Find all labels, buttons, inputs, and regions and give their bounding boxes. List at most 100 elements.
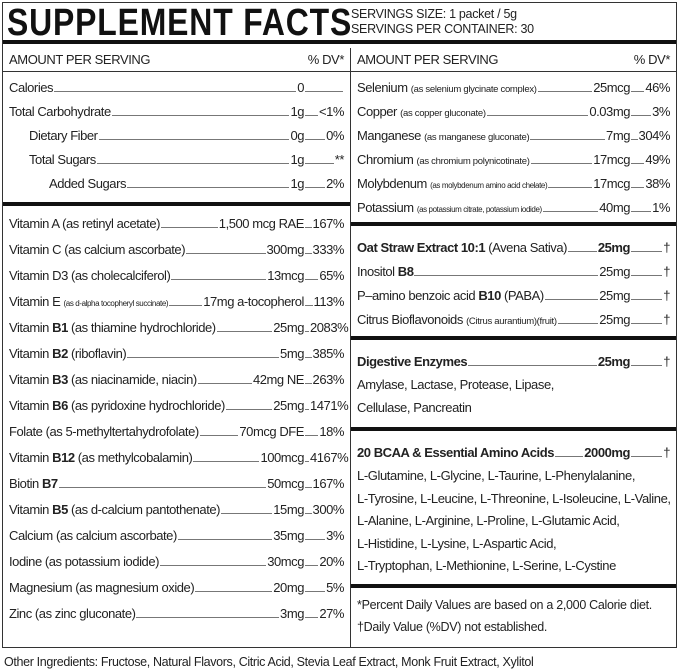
- daily-value: **: [334, 152, 345, 167]
- daily-value: <1%: [318, 104, 344, 119]
- leader-line: [305, 115, 318, 116]
- leader-line: [305, 357, 312, 358]
- leader-line: [305, 435, 319, 436]
- nutrient-name-part: Vitamin C (as calcium ascorbate): [9, 242, 186, 257]
- leader-line: [305, 461, 309, 462]
- ingredient-line: Cellulase, Pancreatin: [357, 399, 472, 415]
- nutrient-name-part: Vitamin: [9, 372, 53, 387]
- leader-line: [305, 187, 326, 188]
- dv-cell: 167%: [304, 216, 344, 231]
- leader-line: [631, 456, 663, 457]
- nutrient-row: Biotin B7 50mcg 167%: [9, 470, 344, 496]
- daily-value: 167%: [312, 476, 345, 491]
- ingredient-line: Amylase, Lactase, Protease, Lipase,: [357, 377, 555, 392]
- nutrient-name-part: B10: [478, 288, 501, 303]
- nutrient-name-part: B1: [52, 320, 68, 335]
- dv-heading: % DV*: [307, 52, 345, 67]
- daily-value: †: [663, 264, 670, 279]
- nutrient-name-part: (riboflavin): [67, 346, 127, 361]
- daily-value: 300%: [312, 502, 345, 517]
- leader-line: [631, 323, 663, 324]
- amount: 15mg: [273, 502, 304, 517]
- dv-cell: 1%: [630, 200, 670, 215]
- leader-line: [631, 275, 663, 276]
- nutrient-name-part: Biotin: [9, 476, 42, 491]
- dv-cell: <1%: [304, 104, 344, 119]
- leader-line: [555, 456, 584, 457]
- servings-per-container: SERVINGS PER CONTAINER: 30: [351, 22, 534, 36]
- amount: 35mg: [273, 528, 304, 543]
- nutrient-row: 20 BCAA & Essential Amino Acids 2000mg †: [357, 441, 670, 465]
- nutrient-name: Added Sugars: [49, 176, 126, 191]
- dv-cell: 1471%: [304, 398, 349, 413]
- leader-line: [305, 487, 312, 488]
- nutrient-row: Vitamin B3 (as niacinamide, niacin) 42mg …: [9, 366, 344, 392]
- daily-value: †: [663, 354, 670, 369]
- nutrient-name-part: Vitamin: [9, 398, 53, 413]
- leader-line: [631, 163, 645, 164]
- amount: 1g: [290, 104, 304, 119]
- serving-size: SERVINGS SIZE: 1 packet / 5g: [351, 7, 517, 21]
- nutrient-name: Total Sugars: [29, 152, 96, 167]
- nutrient-name: Vitamin B2 (riboflavin): [9, 346, 127, 361]
- amount: 17mcg: [593, 152, 630, 167]
- daily-value: 304%: [638, 128, 671, 143]
- nutrient-name: Vitamin B12 (as methylcobalamin): [9, 450, 193, 465]
- serving-info: SERVINGS SIZE: 1 packet / 5g SERVINGS PE…: [351, 7, 534, 37]
- right-column: AMOUNT PER SERVING % DV* Selenium (as se…: [351, 48, 676, 647]
- amount: 2000mg: [584, 445, 630, 460]
- dv-cell: **: [304, 152, 344, 167]
- ingredient-line: L-Tryptophan, L-Methionine, L-Serine, L-…: [357, 558, 616, 573]
- dv-cell: †: [630, 445, 670, 460]
- nutrient-row: Vitamin E (as d-alpha tocopheryl succina…: [9, 288, 344, 314]
- amount-per-serving-heading: AMOUNT PER SERVING: [9, 52, 151, 67]
- nutrient-name-part: (as selenium glycinate complex): [410, 84, 537, 95]
- nutrient-row: Citrus Bioflavonoids (Citrus aurantium)(…: [357, 308, 670, 332]
- amount: 30mcg: [267, 554, 304, 569]
- nutrient-name: P–amino benzoic acid B10 (PABA): [357, 288, 544, 303]
- nutrient-name: Total Carbohydrate: [9, 104, 111, 119]
- amount: 300mg: [266, 242, 305, 257]
- daily-value: 3%: [652, 104, 670, 119]
- leader-line: [136, 617, 280, 618]
- nutrient-row: Vitamin A (as retinyl acetate) 1,500 mcg …: [9, 210, 344, 236]
- leader-line: [169, 305, 203, 306]
- daily-value: 2%: [326, 176, 344, 191]
- amount: 40mg: [599, 200, 630, 215]
- leader-line: [305, 591, 326, 592]
- nutrient-name-part: (as pyridoxine hydrochloride): [67, 398, 225, 413]
- leader-line: [171, 279, 267, 280]
- leader-line: [305, 513, 312, 514]
- leader-line: [631, 211, 652, 212]
- dv-cell: †: [630, 240, 670, 255]
- leader-line: [305, 139, 326, 140]
- label-title: SUPPLEMENT FACTS: [7, 2, 353, 44]
- dv-cell: 2083%: [304, 320, 349, 335]
- nutrient-name-part: Vitamin A (as retinyl acetate): [9, 216, 161, 231]
- amount: 25mg: [273, 398, 304, 413]
- nutrient-name-part: Vitamin: [9, 320, 53, 335]
- dv-heading: % DV*: [633, 52, 671, 67]
- amount: 25mg: [599, 312, 630, 327]
- nutrient-name-part: (PABA): [500, 288, 544, 303]
- nutrient-name-part: Folate (as 5-methyltertahydrofolate): [9, 424, 199, 439]
- nutrient-name: Vitamin C (as calcium ascorbate): [9, 242, 186, 257]
- vitamins-section: Vitamin A (as retinyl acetate) 1,500 mcg …: [3, 206, 350, 626]
- nutrient-name: Oat Straw Extract 10:1 (Avena Sativa): [357, 240, 567, 255]
- leader-line: [631, 251, 663, 252]
- leader-line: [548, 187, 593, 188]
- leader-line: [631, 365, 663, 366]
- nutrient-name: Vitamin B6 (as pyridoxine hydrochloride): [9, 398, 225, 413]
- nutrient-row: Inositol B8 25mg †: [357, 260, 670, 284]
- amount: 50mcg: [267, 476, 304, 491]
- leader-line: [568, 251, 597, 252]
- nutrient-name: Vitamin E (as d-alpha tocopheryl succina…: [9, 294, 169, 309]
- dv-cell: 49%: [630, 152, 670, 167]
- dv-cell: 304%: [630, 128, 670, 143]
- leader-line: [127, 357, 280, 358]
- nutrient-name: Calcium (as calcium ascorbate): [9, 528, 177, 543]
- leader-line: [305, 383, 312, 384]
- daily-value: 3%: [326, 528, 344, 543]
- leader-line: [305, 227, 312, 228]
- nutrient-name-part: Vitamin: [9, 502, 53, 517]
